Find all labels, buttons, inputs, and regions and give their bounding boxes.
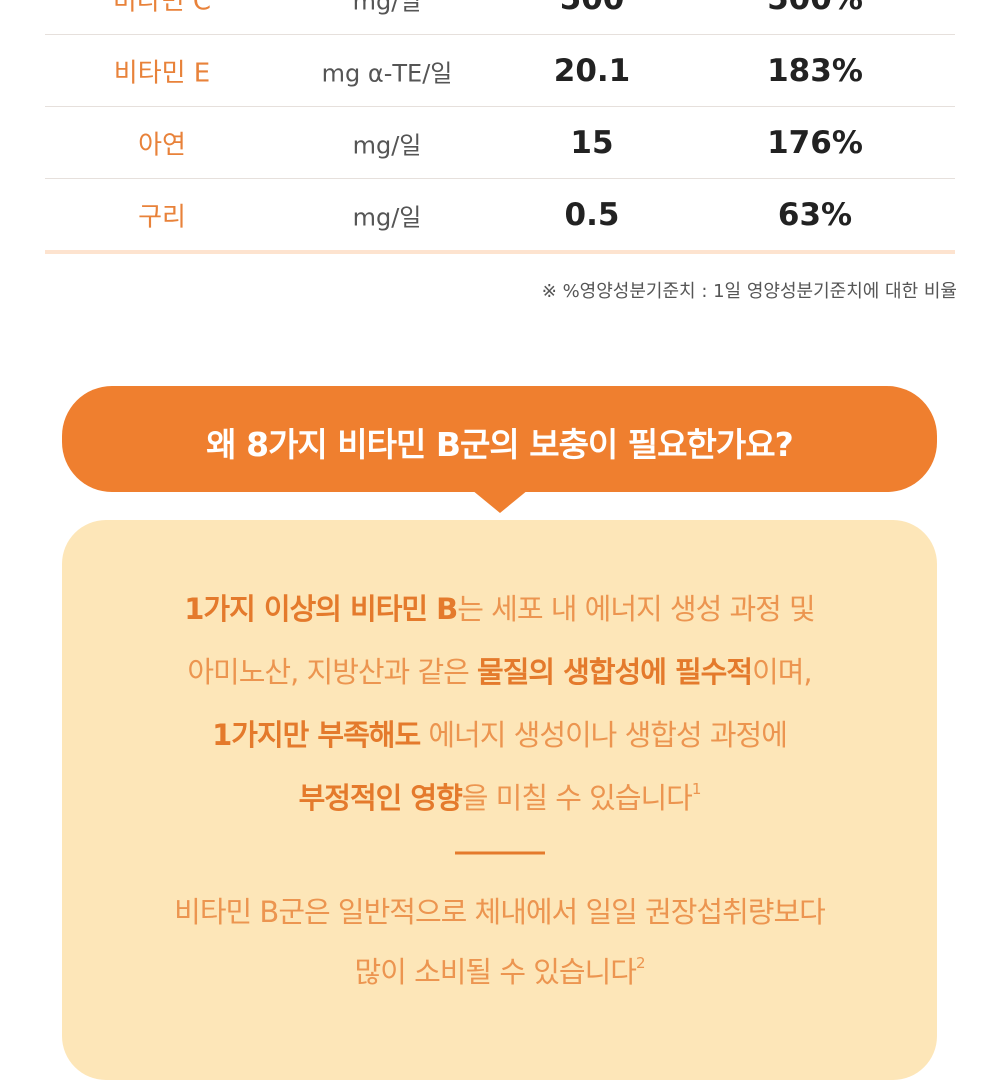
text-line: 부정적인 영향을 미칠 수 있습니다1 bbox=[62, 775, 937, 817]
page: 비타민 C mg/일 500 500% 비타민 E mg α-TE/일 20.1 183% 아연… bbox=[45, 0, 957, 1080]
table-cell: 비타민 E bbox=[113, 58, 211, 89]
banner-shape bbox=[62, 386, 937, 855]
text: 이며, bbox=[752, 655, 813, 689]
footnote-ref: 1 bbox=[691, 780, 701, 798]
content-box bbox=[62, 520, 937, 1080]
table-bottom-rule bbox=[45, 250, 955, 254]
emphasis: 물질의 생합성에 필수적 bbox=[477, 655, 753, 689]
table-cell: mg/일 bbox=[352, 0, 422, 16]
text: 에너지 생성이나 생합성 과정에 bbox=[420, 718, 788, 752]
text: 는 세포 내 에너지 생성 과정 및 bbox=[457, 592, 815, 626]
footnote-ref: 2 bbox=[635, 954, 645, 972]
table-cell: 0.5 bbox=[564, 197, 620, 233]
table-cell: mg/일 bbox=[352, 131, 422, 160]
table-cell: mg/일 bbox=[352, 203, 422, 232]
table-cell: 구리 bbox=[138, 202, 186, 233]
row-rule bbox=[45, 106, 955, 107]
table-cell: 20.1 bbox=[553, 53, 631, 89]
text-line: 1가지만 부족해도 에너지 생성이나 생합성 과정에 bbox=[62, 712, 937, 754]
table-cell: 500% bbox=[767, 0, 863, 17]
banner-bg bbox=[62, 386, 937, 492]
footnote: ※ %영양성분기준치 : 1일 영양성분기준치에 대한 비율 bbox=[541, 281, 957, 302]
text-line: 1가지 이상의 비타민 B는 세포 내 에너지 생성 과정 및 bbox=[62, 586, 937, 628]
emphasis: 부정적인 영향 bbox=[298, 781, 463, 815]
banner-title: 왜 8가지 비타민 B군의 보충이 필요한가요? bbox=[206, 425, 793, 464]
table-cell: 183% bbox=[767, 53, 863, 89]
table-cell: 아연 bbox=[138, 130, 186, 161]
banner-pointer bbox=[472, 490, 528, 513]
table-cell: 63% bbox=[777, 197, 853, 233]
text: 아미노산, 지방산과 같은 bbox=[187, 655, 478, 689]
text-line: 아미노산, 지방산과 같은 물질의 생합성에 필수적이며, bbox=[62, 649, 937, 691]
text-line: 비타민 B군은 일반적으로 체내에서 일일 권장섭취량보다 bbox=[62, 889, 937, 931]
table-cell: 15 bbox=[570, 125, 614, 161]
table-cell: mg α-TE/일 bbox=[321, 59, 453, 88]
emphasis: 1가지만 부족해도 bbox=[212, 718, 421, 752]
row-rule bbox=[45, 178, 955, 179]
table-cell: 비타민 C bbox=[112, 0, 212, 17]
text: 비타민 B군은 일반적으로 체내에서 일일 권장섭취량보다 bbox=[174, 895, 826, 929]
table-cell: 500 bbox=[560, 0, 625, 17]
text: 을 미칠 수 있습니다 bbox=[461, 781, 693, 815]
row-rule bbox=[45, 34, 955, 35]
table-cell: 176% bbox=[767, 125, 863, 161]
emphasis: 1가지 이상의 비타민 B bbox=[184, 592, 458, 626]
text-line: 많이 소비될 수 있습니다2 bbox=[62, 949, 937, 991]
text: 많이 소비될 수 있습니다 bbox=[354, 955, 636, 989]
